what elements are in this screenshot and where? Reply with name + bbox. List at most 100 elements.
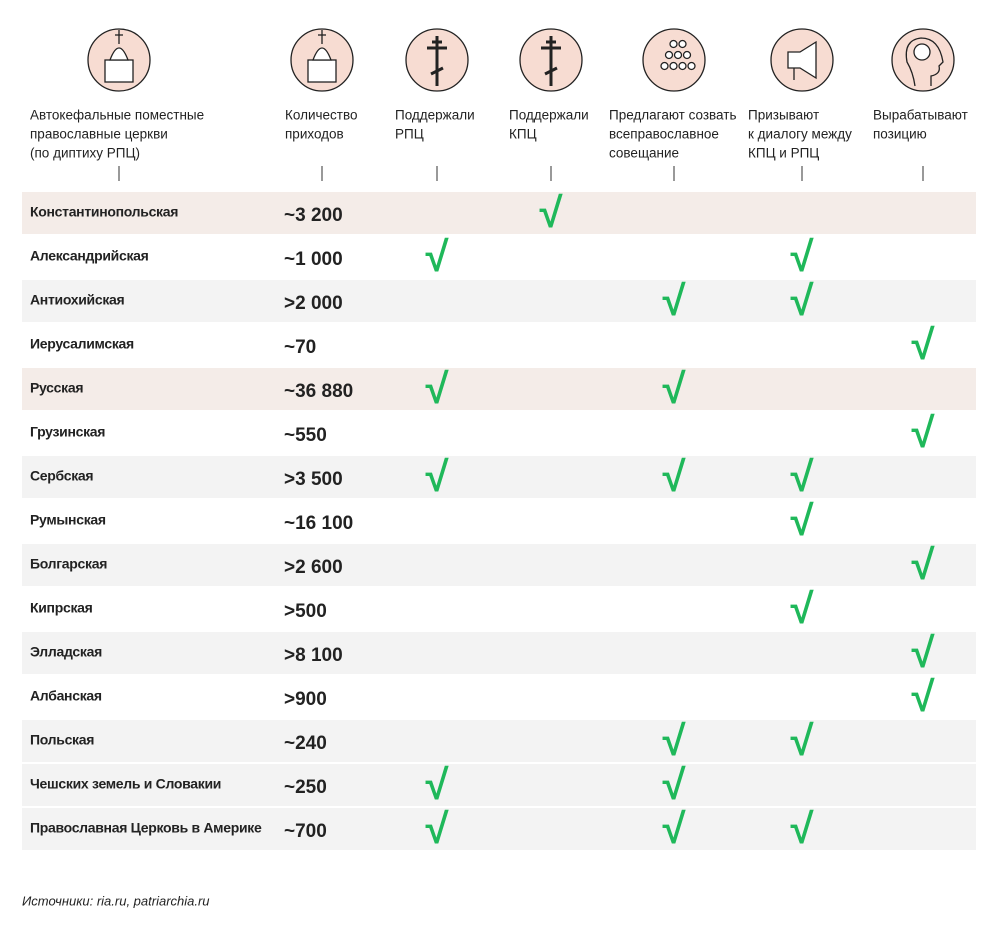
- check: √: [662, 761, 686, 808]
- header-label: Поддержали: [509, 108, 589, 123]
- icon-person: [669, 39, 678, 49]
- row-name: Элладская: [30, 644, 102, 660]
- header-label: позицию: [873, 127, 927, 142]
- check: √: [911, 673, 935, 720]
- header-label: православные церкви: [30, 127, 168, 142]
- icon-person: [664, 50, 674, 60]
- icon-person: [669, 61, 678, 71]
- check: √: [539, 189, 563, 236]
- check: √: [425, 761, 449, 808]
- row-count: >3 500: [284, 469, 343, 490]
- row-bg: [22, 280, 976, 322]
- row-bg: [22, 808, 976, 850]
- row-name: Чешских земель и Словакии: [30, 776, 221, 792]
- row-count: >500: [284, 601, 327, 622]
- header-label: Автокефальные поместные: [30, 108, 204, 123]
- icons: [87, 28, 955, 92]
- row-name: Православная Церковь в Америке: [30, 820, 262, 836]
- icon-person: [678, 61, 687, 71]
- row-count: ~550: [284, 425, 327, 446]
- row-name: Русская: [30, 380, 83, 396]
- header-label: Количество: [285, 108, 358, 123]
- header-label: Призывают: [748, 108, 819, 123]
- icon-dome: [312, 47, 332, 61]
- icon-cross: [541, 36, 561, 86]
- icon-megaphone: [787, 40, 817, 80]
- icon-person: [687, 61, 696, 71]
- header-label: приходов: [285, 127, 344, 142]
- icon-person: [678, 39, 687, 49]
- row-bg: [22, 368, 976, 410]
- row-count: ~700: [284, 821, 327, 842]
- row-name: Болгарская: [30, 556, 107, 572]
- row-bg: [22, 676, 976, 718]
- check: √: [911, 409, 935, 456]
- check: √: [662, 805, 686, 852]
- row-name: Румынская: [30, 512, 106, 528]
- row-bg: [22, 720, 976, 762]
- header-label: РПЦ: [395, 127, 424, 142]
- icon-circle: [642, 28, 706, 92]
- header-label: КПЦ: [509, 127, 537, 142]
- row-count: >8 100: [284, 645, 343, 666]
- header-label: Вырабатывают: [873, 108, 968, 123]
- row-name: Александрийская: [30, 248, 149, 264]
- check: √: [911, 321, 935, 368]
- check: √: [790, 277, 814, 324]
- row-bg: [22, 632, 976, 674]
- row-count: ~1 000: [284, 249, 343, 270]
- icon-person: [682, 50, 692, 60]
- row-name: Кипрская: [30, 600, 93, 616]
- header-label: совещание: [609, 146, 679, 161]
- row-count: ~250: [284, 777, 327, 798]
- check: √: [790, 233, 814, 280]
- check: √: [662, 365, 686, 412]
- check: √: [790, 717, 814, 764]
- row-bg: [22, 588, 976, 630]
- header-label: Поддержали: [395, 108, 475, 123]
- row-count: ~36 880: [284, 381, 353, 402]
- icon-bubble: [913, 43, 931, 61]
- check: √: [662, 277, 686, 324]
- row-bg: [22, 236, 976, 278]
- check: √: [662, 453, 686, 500]
- row-name: Константинопольская: [30, 204, 178, 220]
- check: √: [425, 233, 449, 280]
- row-name: Польская: [30, 732, 94, 748]
- check: √: [790, 585, 814, 632]
- header-label: (по диптиху РПЦ): [30, 146, 140, 161]
- row-count: ~16 100: [284, 513, 353, 534]
- row-count: >2 600: [284, 557, 343, 578]
- row-name: Албанская: [30, 688, 102, 704]
- row-bg: [22, 412, 976, 454]
- row-bg: [22, 324, 976, 366]
- check: √: [911, 629, 935, 676]
- row-name: Сербская: [30, 468, 93, 484]
- header-label: Предлагают созвать: [609, 108, 736, 123]
- icon-cross: [427, 36, 447, 86]
- row-name: Иерусалимская: [30, 336, 134, 352]
- header-label: всеправославное: [609, 127, 719, 142]
- icon-person: [673, 50, 683, 60]
- icon-head: [905, 37, 944, 87]
- row-name: Антиохийская: [30, 292, 125, 308]
- row-count: >900: [284, 689, 327, 710]
- row-name: Грузинская: [30, 424, 105, 440]
- icon-church: [307, 59, 337, 83]
- row-count: ~70: [284, 337, 316, 358]
- row-count: ~3 200: [284, 205, 343, 226]
- row-count: >2 000: [284, 293, 343, 314]
- check: √: [911, 541, 935, 588]
- icon-church: [104, 59, 134, 83]
- check: √: [425, 453, 449, 500]
- check: √: [425, 365, 449, 412]
- row-bg: [22, 456, 976, 498]
- footer: Источники: ria.ru, patriarchia.ru: [22, 893, 210, 908]
- check: √: [790, 805, 814, 852]
- check: √: [790, 453, 814, 500]
- row-bg: [22, 500, 976, 542]
- check: √: [425, 805, 449, 852]
- check: √: [662, 717, 686, 764]
- row-bg: [22, 764, 976, 806]
